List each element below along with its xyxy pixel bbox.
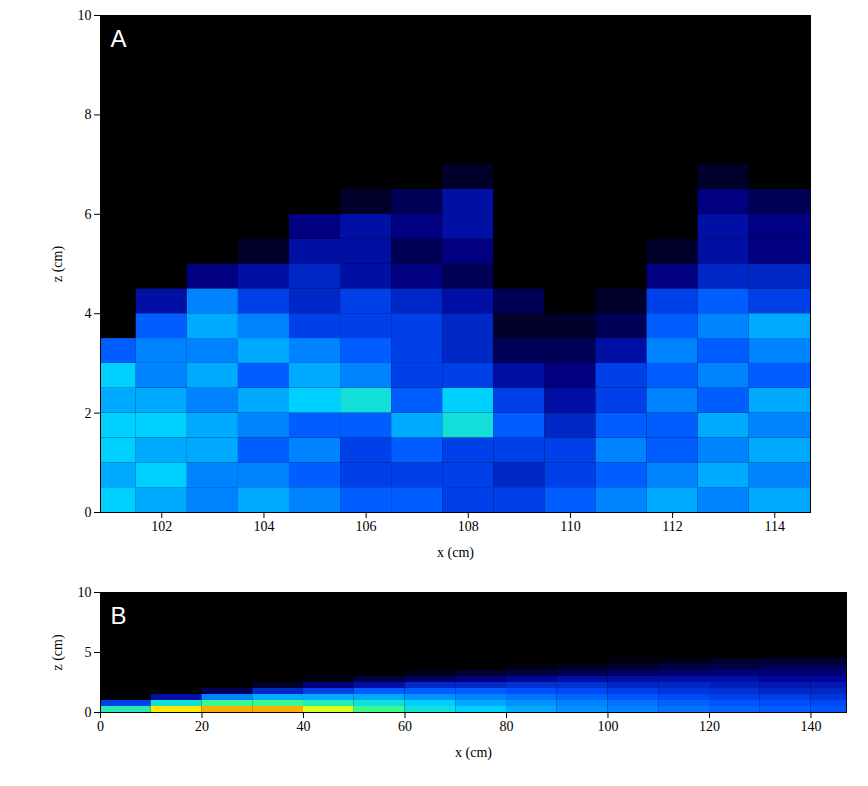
svg-text:4: 4 <box>85 306 92 321</box>
svg-text:A: A <box>111 25 127 52</box>
svg-text:10: 10 <box>78 8 92 23</box>
svg-text:140: 140 <box>800 719 821 734</box>
svg-text:0: 0 <box>85 505 92 520</box>
svg-text:5: 5 <box>85 645 92 660</box>
svg-text:112: 112 <box>662 519 682 534</box>
svg-text:B: B <box>111 602 127 629</box>
svg-text:114: 114 <box>765 519 785 534</box>
svg-text:108: 108 <box>458 519 479 534</box>
svg-text:z (cm): z (cm) <box>50 634 66 670</box>
svg-text:106: 106 <box>356 519 377 534</box>
svg-text:120: 120 <box>699 719 720 734</box>
svg-text:40: 40 <box>296 719 310 734</box>
svg-text:10: 10 <box>78 585 92 600</box>
svg-text:100: 100 <box>597 719 618 734</box>
svg-text:x (cm): x (cm) <box>437 545 474 561</box>
svg-text:104: 104 <box>253 519 274 534</box>
svg-text:6: 6 <box>85 207 92 222</box>
svg-text:0: 0 <box>97 719 104 734</box>
svg-text:2: 2 <box>85 406 92 421</box>
svg-text:60: 60 <box>398 719 412 734</box>
svg-text:110: 110 <box>560 519 580 534</box>
svg-text:80: 80 <box>499 719 513 734</box>
svg-text:0: 0 <box>85 705 92 720</box>
svg-text:z (cm): z (cm) <box>50 246 66 282</box>
svg-text:20: 20 <box>195 719 209 734</box>
svg-text:102: 102 <box>151 519 172 534</box>
svg-text:x (cm): x (cm) <box>455 745 492 761</box>
svg-text:8: 8 <box>85 107 92 122</box>
